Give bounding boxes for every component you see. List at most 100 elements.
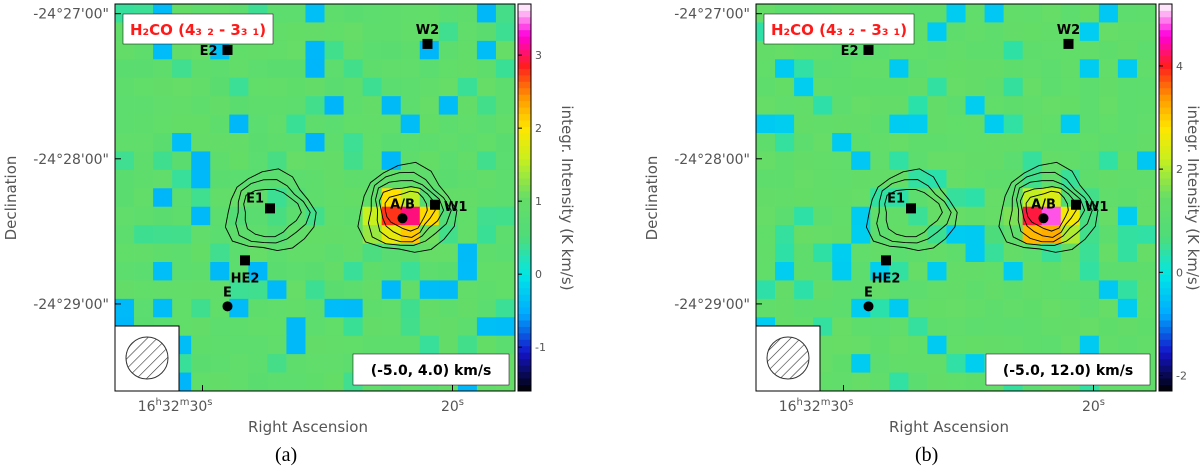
map-pixel: [813, 280, 833, 300]
colorbar-segment: [518, 158, 531, 166]
map-pixel: [1136, 243, 1157, 263]
map-pixel: [1079, 280, 1100, 300]
map-pixel: [210, 225, 230, 244]
map-pixel: [1003, 22, 1024, 42]
map-pixel: [267, 96, 287, 115]
map-pixel: [889, 151, 909, 171]
map-pixel: [438, 169, 459, 189]
map-pixel: [1117, 206, 1138, 226]
map-pixel: [286, 151, 306, 171]
map-title-a: H₂CO (4₃ ₂ - 3₃ ₁): [130, 21, 266, 39]
map-pixel: [813, 96, 833, 115]
map-pixel: [1098, 133, 1119, 152]
colorbar-segment: [518, 126, 531, 134]
map-pixel: [191, 169, 211, 189]
map-pixel: [794, 243, 814, 263]
map-pixel: [286, 59, 306, 79]
velocity-box-b: (-5.0, 12.0) km/s: [985, 353, 1151, 386]
map-pixel: [1098, 317, 1119, 337]
map-pixel: [1003, 169, 1024, 189]
map-pixel: [756, 188, 776, 208]
colorbar-segment: [1159, 184, 1172, 192]
map-pixel: [305, 96, 325, 115]
map-pixel: [813, 188, 833, 208]
map-pixel: [305, 77, 325, 97]
map-pixel: [889, 335, 909, 355]
source-marker-ab: [397, 213, 408, 224]
colorbar-segment: [1159, 216, 1172, 224]
map-pixel: [153, 206, 173, 226]
map-pixel: [267, 40, 287, 60]
map-pixel: [248, 40, 268, 60]
map-pixel: [965, 243, 985, 263]
map-pixel: [946, 298, 966, 318]
map-pixel: [476, 298, 497, 318]
map-pixel: [794, 40, 814, 60]
map-pixel: [756, 262, 776, 281]
map-pixel: [495, 114, 516, 134]
map-pixel: [267, 188, 287, 208]
map-pixel: [1098, 280, 1119, 300]
map-pixel: [381, 206, 402, 226]
map-pixel: [908, 354, 928, 373]
map-pixel: [286, 225, 306, 244]
map-pixel: [794, 169, 814, 189]
panel-caption-a: (a): [275, 444, 298, 466]
map-pixel: [324, 188, 344, 208]
map-pixel: [324, 96, 344, 115]
map-pixel: [1079, 40, 1100, 60]
map-pixel: [908, 225, 928, 244]
map-pixel: [832, 169, 852, 189]
map-pixel: [400, 225, 421, 244]
colorbar-segment: [518, 55, 531, 63]
map-pixel: [1041, 298, 1062, 318]
colorbar-segment: [518, 4, 531, 11]
map-pixel: [1003, 40, 1024, 60]
map-pixel: [362, 317, 383, 337]
map-pixel: [946, 225, 966, 244]
map-pixel: [870, 354, 890, 373]
map-pixel: [267, 298, 287, 318]
map-pixel: [267, 354, 287, 373]
map-pixel: [476, 40, 497, 60]
contour-line: [876, 179, 952, 244]
map-pixel: [362, 206, 383, 226]
map-pixel: [305, 188, 325, 208]
map-pixel: [775, 151, 795, 171]
map-pixel: [362, 243, 383, 263]
map-pixel: [172, 206, 192, 226]
map-pixel: [1022, 335, 1043, 355]
map-pixel: [1003, 262, 1024, 281]
map-pixel: [984, 59, 1005, 79]
map-pixel: [1041, 151, 1062, 171]
map-pixel: [324, 225, 344, 244]
map-pixel: [267, 151, 287, 171]
map-pixel: [984, 262, 1005, 281]
map-pixel: [832, 335, 852, 355]
map-pixel: [457, 262, 478, 281]
map-pixel: [362, 169, 383, 189]
map-pixel: [775, 133, 795, 152]
map-pixel: [115, 133, 135, 152]
map-pixel: [1022, 114, 1043, 134]
map-pixel: [286, 335, 306, 355]
map-pixel: [248, 298, 268, 318]
map-pixel: [476, 114, 497, 134]
map-pixel: [305, 262, 325, 281]
map-pixel: [324, 206, 344, 226]
map-pixel: [965, 114, 985, 134]
map-pixel: [756, 59, 776, 79]
map-pixel: [775, 40, 795, 60]
map-pixel: [248, 317, 268, 337]
colorbar-segment: [1159, 171, 1172, 179]
colorbar-segment: [518, 10, 531, 18]
colorbar-segment: [518, 165, 531, 173]
map-pixel: [476, 59, 497, 79]
colorbar-segment: [518, 274, 531, 282]
colorbar-segment: [1159, 42, 1172, 50]
map-pixel: [153, 280, 173, 300]
map-pixel: [813, 243, 833, 263]
map-pixel: [870, 40, 890, 60]
colorbar-segment: [1159, 23, 1172, 31]
map-pixel: [889, 169, 909, 189]
